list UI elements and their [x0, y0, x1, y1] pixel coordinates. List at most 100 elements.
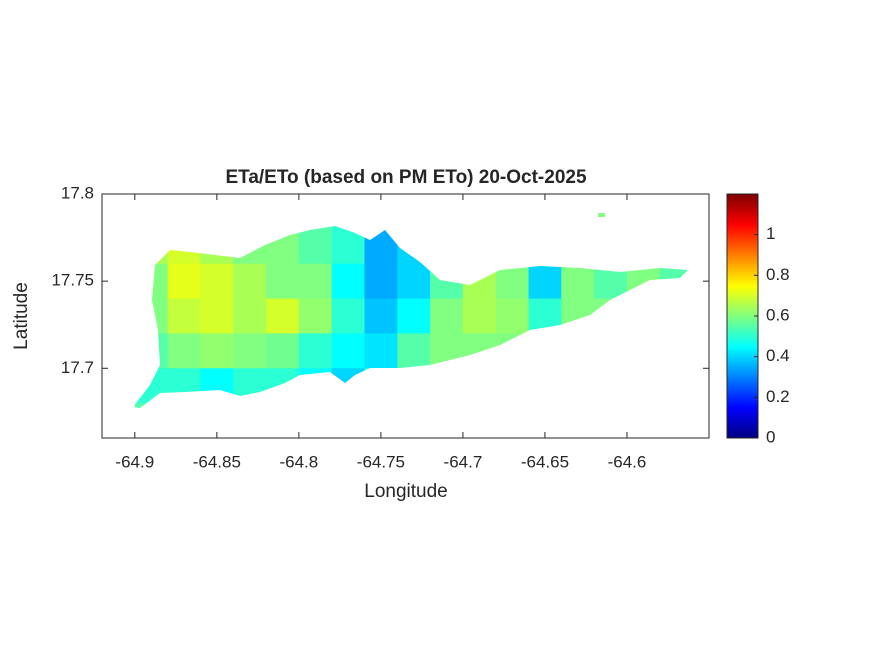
colorbar-tick-label: 0.6 — [766, 305, 790, 324]
raster-cell — [495, 298, 530, 335]
colorbar-step — [727, 348, 758, 352]
colorbar-step — [727, 313, 758, 317]
colorbar-tick-label: 0.4 — [766, 346, 790, 365]
raster-cell — [397, 263, 431, 300]
colorbar-step — [727, 279, 758, 282]
colorbar-step — [727, 417, 758, 421]
raster-cell — [331, 333, 366, 369]
colorbar-tick-label: 0.8 — [766, 265, 790, 284]
colorbar-step — [727, 364, 758, 368]
colorbar-step — [727, 265, 758, 268]
raster-cell — [430, 298, 464, 335]
raster-cell — [462, 298, 497, 335]
colorbar-step — [727, 370, 758, 374]
raster-cell — [200, 333, 234, 369]
colorbar-step — [727, 263, 758, 266]
colorbar-step — [727, 311, 758, 315]
y-tick-label: 17.75 — [51, 271, 94, 290]
colorbar-step — [727, 372, 758, 376]
raster-cell — [233, 298, 267, 335]
raster-cell — [364, 263, 398, 300]
colorbar-step — [727, 391, 758, 394]
colorbar-step — [727, 318, 758, 321]
colorbar-step — [727, 431, 758, 435]
colorbar-step — [727, 204, 758, 207]
colorbar-step — [727, 277, 758, 280]
colorbar-step — [727, 411, 758, 415]
raster-cell — [397, 333, 431, 369]
colorbar-step — [727, 250, 758, 254]
raster-cell — [266, 298, 300, 335]
colorbar-step — [727, 401, 758, 404]
colorbar-step — [727, 340, 758, 343]
raster-cell — [561, 263, 595, 300]
colorbar-step — [727, 228, 758, 232]
colorbar-step — [727, 429, 758, 433]
colorbar-step — [727, 210, 758, 213]
x-tick-label: -64.85 — [193, 452, 241, 471]
raster-cell — [331, 263, 366, 300]
colorbar-step — [727, 423, 758, 427]
y-tick-label: 17.7 — [61, 358, 94, 377]
colorbar-step — [727, 200, 758, 203]
colorbar-step — [727, 226, 758, 230]
colorbar-step — [727, 354, 758, 358]
raster-cell — [298, 298, 333, 335]
colorbar-step — [727, 224, 758, 228]
colorbar-step — [727, 425, 758, 429]
raster-cell — [397, 298, 431, 335]
colorbar — [727, 194, 758, 439]
colorbar-step — [727, 324, 758, 327]
colorbar-step — [727, 218, 758, 221]
colorbar-step — [727, 275, 758, 278]
x-axis-label: Longitude — [364, 481, 447, 502]
colorbar-step — [727, 259, 758, 262]
colorbar-tick-label: 0.2 — [766, 387, 790, 406]
colorbar-step — [727, 261, 758, 264]
raster-cell — [266, 263, 300, 300]
colorbar-step — [727, 212, 758, 215]
colorbar-step — [727, 232, 758, 236]
colorbar-step — [727, 334, 758, 337]
colorbar-step — [727, 255, 758, 258]
colorbar-step — [727, 267, 758, 270]
colorbar-step — [727, 397, 758, 400]
colorbar-step — [727, 316, 758, 319]
x-tick-label: -64.6 — [608, 452, 647, 471]
colorbar-step — [727, 403, 758, 406]
raster-cell — [233, 263, 267, 300]
colorbar-step — [727, 399, 758, 402]
colorbar-step — [727, 301, 758, 305]
chart-title: ETa/ETo (based on PM ETo) 20-Oct-2025 — [225, 167, 586, 188]
x-tick-label: -64.7 — [444, 452, 483, 471]
colorbar-step — [727, 216, 758, 219]
raster-cell — [364, 298, 398, 335]
colorbar-step — [727, 405, 758, 408]
colorbar-step — [727, 358, 758, 362]
colorbar-step — [727, 320, 758, 323]
colorbar-step — [727, 273, 758, 276]
colorbar-step — [727, 387, 758, 390]
colorbar-step — [727, 305, 758, 309]
colorbar-step — [727, 415, 758, 419]
colorbar-step — [727, 238, 758, 242]
y-tick-label: 17.8 — [61, 183, 94, 202]
colorbar-step — [727, 342, 758, 345]
colorbar-step — [727, 297, 758, 301]
colorbar-step — [727, 344, 758, 347]
colorbar-step — [727, 336, 758, 339]
x-tick-label: -64.75 — [357, 452, 405, 471]
colorbar-step — [727, 360, 758, 364]
colorbar-step — [727, 352, 758, 356]
colorbar-step — [727, 287, 758, 291]
colorbar-step — [727, 374, 758, 378]
colorbar-step — [727, 220, 758, 223]
raster-cell — [298, 263, 333, 300]
colorbar-step — [727, 381, 758, 384]
colorbar-step — [727, 356, 758, 360]
colorbar-step — [727, 198, 758, 201]
colorbar-step — [727, 413, 758, 417]
raster-cell — [233, 333, 267, 369]
colorbar-step — [727, 366, 758, 370]
colorbar-step — [727, 368, 758, 372]
